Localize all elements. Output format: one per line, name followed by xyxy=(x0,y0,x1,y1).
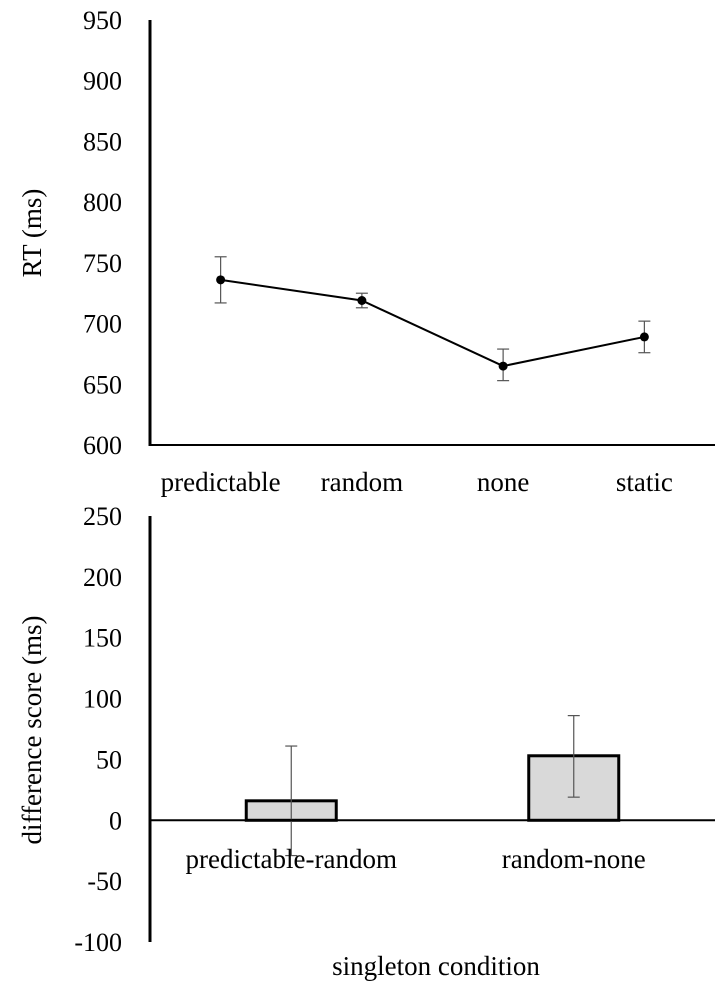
top-y-tick-labels: 600 650 700 750 800 850 900 950 xyxy=(83,6,122,460)
bottom-y-tick-label: -100 xyxy=(74,928,122,957)
bottom-y-tick-label: 100 xyxy=(83,685,122,714)
bottom-y-tick-label: 0 xyxy=(109,806,122,835)
bottom-y-tick-label: 50 xyxy=(96,745,122,774)
top-x-tick-label: random xyxy=(321,467,403,497)
top-y-tick-label: 850 xyxy=(83,127,122,156)
rt-data-point xyxy=(357,296,367,305)
bottom-x-tick-label: random-none xyxy=(502,844,646,874)
top-x-tick-labels: predictable random none static xyxy=(161,467,673,497)
bottom-y-axis-label: difference score (ms) xyxy=(17,616,47,845)
rt-series-line xyxy=(220,278,645,368)
top-y-tick-label: 650 xyxy=(83,370,122,399)
bottom-x-tick-labels: predictable-random random-none xyxy=(186,844,646,874)
bottom-y-tick-label: 250 xyxy=(83,502,122,531)
bottom-y-tick-label: 150 xyxy=(83,624,122,653)
bottom-x-axis-label: singleton condition xyxy=(332,951,540,981)
bottom-x-tick-label: predictable-random xyxy=(186,844,397,874)
top-y-tick-label: 750 xyxy=(83,249,122,278)
rt-line-chart: 600 650 700 750 800 850 900 950 RT (ms) predict… xyxy=(17,6,715,497)
top-y-tick-label: 950 xyxy=(83,6,122,35)
top-y-axis-label: RT (ms) xyxy=(17,189,47,278)
rt-series-points xyxy=(216,275,649,371)
top-x-tick-label: static xyxy=(616,467,673,497)
rt-data-point xyxy=(498,361,508,371)
top-y-tick-label: 600 xyxy=(83,431,122,460)
rt-data-point xyxy=(639,332,649,342)
bottom-y-tick-labels: -100 -50 0 50 100 150 200 250 xyxy=(74,502,122,957)
top-y-tick-label: 700 xyxy=(83,310,122,339)
top-error-bars xyxy=(214,256,651,382)
top-y-tick-label: 900 xyxy=(83,67,122,96)
top-x-tick-label: none xyxy=(477,467,530,497)
rt-data-point xyxy=(216,275,226,285)
top-x-tick-label: predictable xyxy=(161,467,281,497)
difference-bars xyxy=(244,754,621,822)
bottom-error-bars xyxy=(285,715,580,857)
difference-bar-chart: -100 -50 0 50 100 150 200 250 difference score … xyxy=(17,502,715,981)
top-y-tick-label: 800 xyxy=(83,188,122,217)
bottom-y-tick-label: 200 xyxy=(83,563,122,592)
bottom-y-tick-label: -50 xyxy=(87,867,122,896)
